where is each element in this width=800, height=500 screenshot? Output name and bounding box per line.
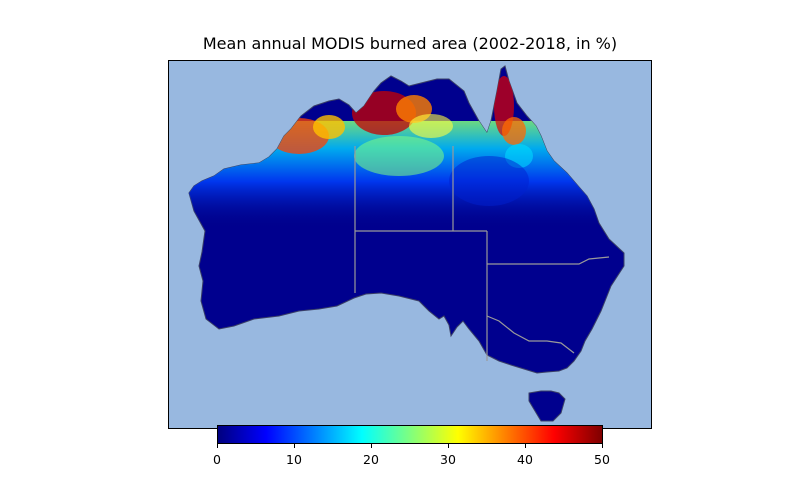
state-borders [354, 146, 610, 361]
colorbar-label-10: 10 [286, 452, 302, 467]
tasmania [528, 390, 566, 422]
burn-overlay [189, 76, 624, 231]
colorbar-tick [217, 444, 218, 448]
colorbar-tick [294, 444, 295, 448]
colorbar-label-30: 30 [440, 452, 456, 467]
colorbar-tick [448, 444, 449, 448]
colorbar-label-0: 0 [213, 452, 221, 467]
colorbar-label-50: 50 [594, 452, 610, 467]
colorbar-label-40: 40 [517, 452, 533, 467]
colorbar-tick [525, 444, 526, 448]
map-title: Mean annual MODIS burned area (2002-2018… [202, 34, 618, 53]
map-panel [168, 60, 652, 429]
australia-map [169, 61, 651, 428]
colorbar-label-20: 20 [363, 452, 379, 467]
colorbar [217, 425, 603, 444]
colorbar-tick [371, 444, 372, 448]
colorbar-tick [602, 444, 603, 448]
